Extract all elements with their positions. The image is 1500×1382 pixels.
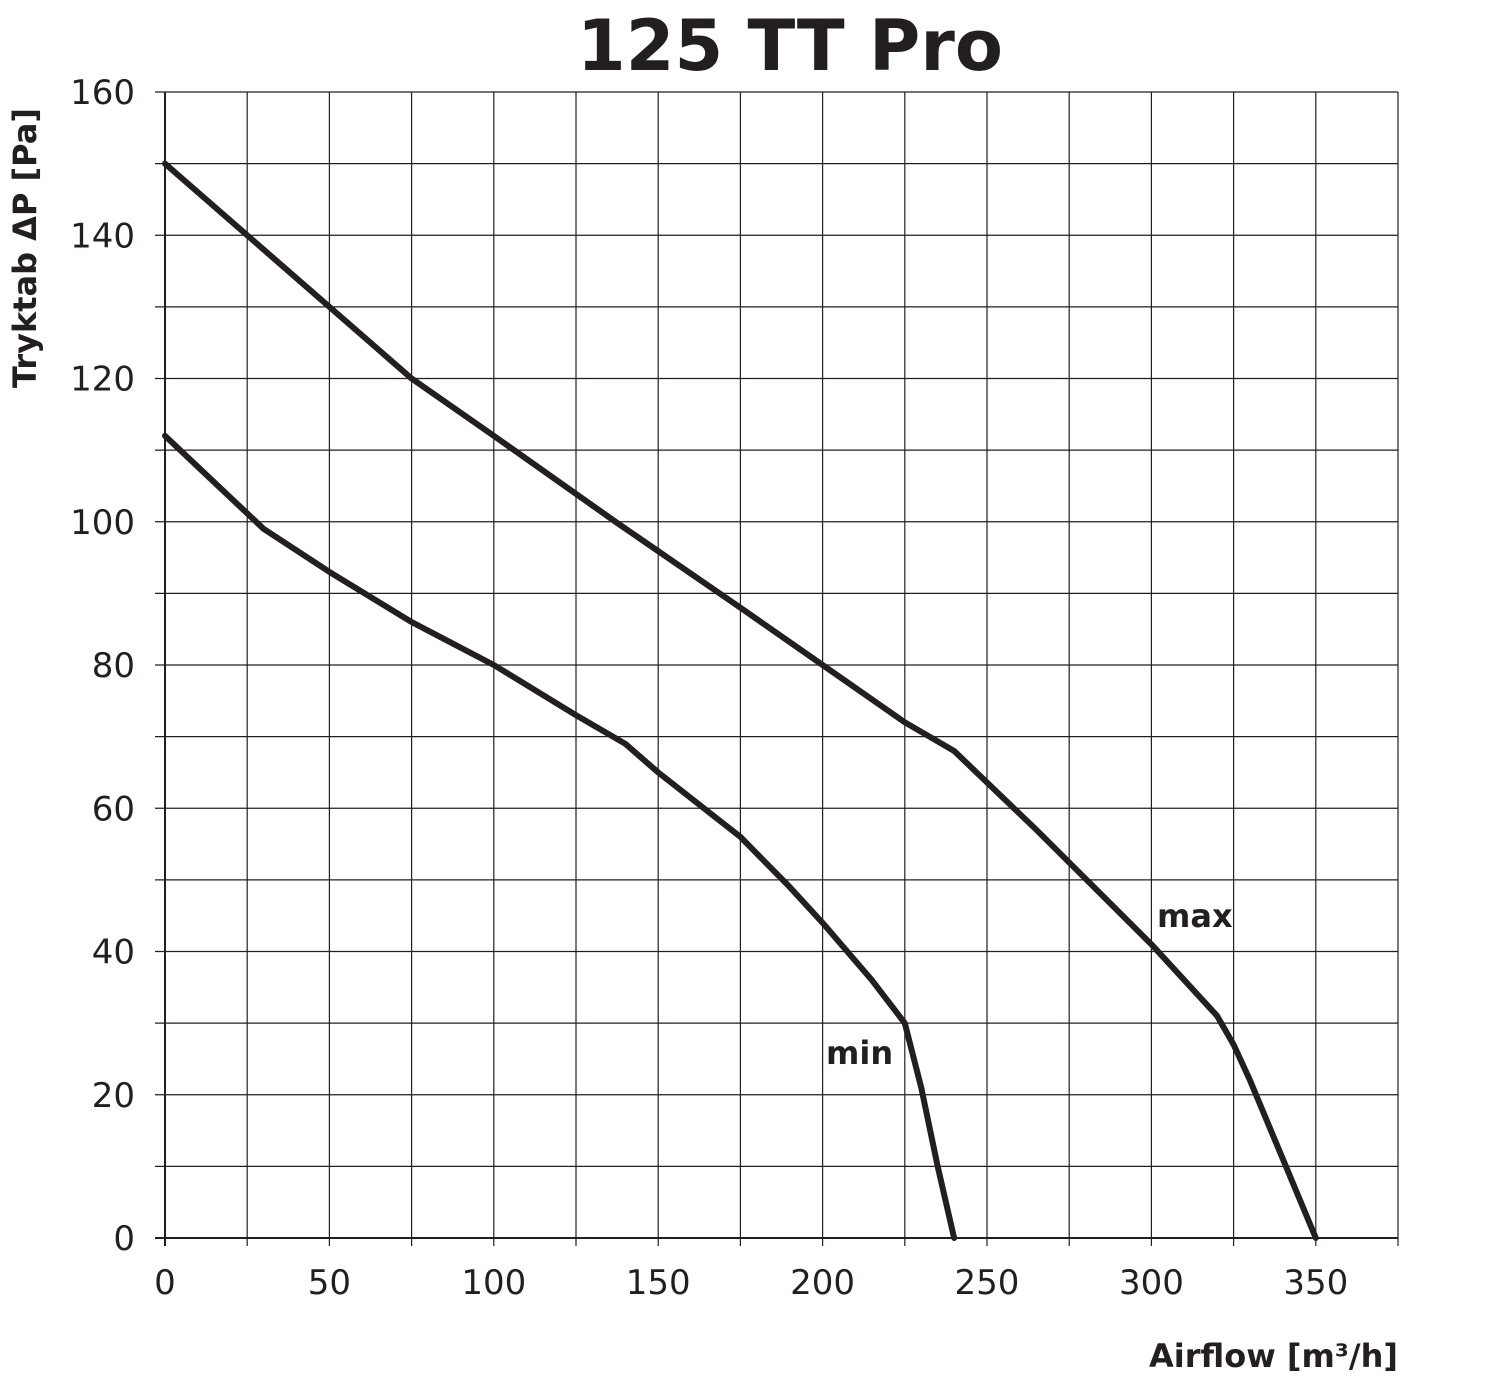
y-tick-label: 140 bbox=[70, 216, 135, 256]
x-tick-label: 0 bbox=[154, 1263, 176, 1303]
x-tick-label: 50 bbox=[308, 1263, 351, 1303]
series-lines bbox=[162, 160, 1319, 1241]
series-label-min: min bbox=[826, 1034, 893, 1072]
x-tick-label: 250 bbox=[955, 1263, 1020, 1303]
y-tick-label: 120 bbox=[70, 360, 135, 400]
x-axis-label: Airflow [m³/h] bbox=[1149, 1337, 1398, 1375]
x-tick-label: 200 bbox=[790, 1263, 855, 1303]
chart-title: 125 TT Pro bbox=[577, 5, 1003, 87]
y-tick-label: 0 bbox=[113, 1219, 135, 1259]
x-tick-label: 350 bbox=[1283, 1263, 1348, 1303]
y-tick-label: 100 bbox=[70, 503, 135, 543]
x-tick-label: 100 bbox=[461, 1263, 526, 1303]
series-label-max: max bbox=[1157, 897, 1233, 935]
y-axis-label: Tryktab ΔP [Pa] bbox=[6, 108, 44, 388]
x-tick-label: 150 bbox=[626, 1263, 691, 1303]
y-tick-label: 160 bbox=[70, 73, 135, 113]
y-tick-label: 80 bbox=[92, 646, 135, 686]
series-line-min bbox=[162, 432, 958, 1241]
tick-labels: 0 50 100 150 200 250 300 350 0 20 40 60 80 100 120 140 1… bbox=[70, 73, 1348, 1303]
grid bbox=[155, 91, 1399, 1246]
y-tick-label: 60 bbox=[92, 789, 135, 829]
x-tick-label: 300 bbox=[1119, 1263, 1184, 1303]
y-tick-label: 40 bbox=[92, 933, 135, 973]
y-tick-label: 20 bbox=[92, 1076, 135, 1116]
series-line-max bbox=[162, 160, 1319, 1241]
